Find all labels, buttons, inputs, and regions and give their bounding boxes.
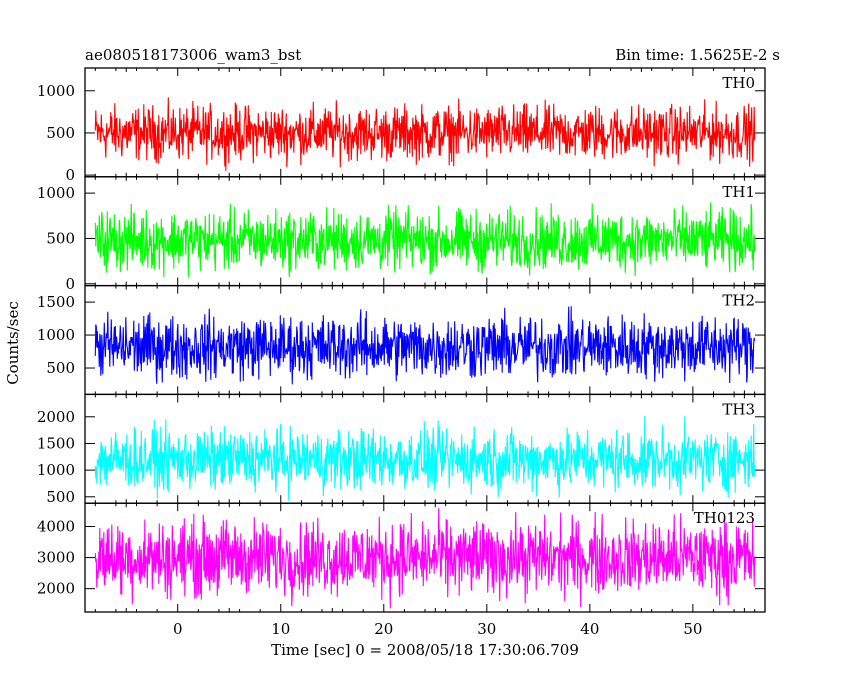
y-tick-label-th1: 1000	[37, 184, 75, 202]
y-tick-label-th3: 500	[46, 488, 75, 506]
x-tick-label: 30	[477, 620, 496, 638]
series-line-th1	[94, 202, 756, 278]
series-line-th0	[94, 97, 756, 171]
y-tick-label-th3: 1000	[37, 461, 75, 479]
y-tick-label-th1: 0	[65, 275, 75, 293]
series-line-th2	[94, 306, 756, 385]
panel-label-th0: TH0	[722, 74, 755, 92]
y-tick-label-th2: 500	[46, 359, 75, 377]
y-tick-label-th3: 2000	[37, 408, 75, 426]
y-tick-label-th0123: 4000	[37, 518, 75, 536]
bin-time-label: Bin time: 1.5625E-2 s	[615, 46, 780, 64]
y-axis-label: Counts/sec	[4, 301, 22, 385]
panel-label-th3: TH3	[722, 400, 755, 418]
y-tick-label-th2: 1000	[37, 326, 75, 344]
x-axis-label: Time [sec] 0 = 2008/05/18 17:30:06.709	[271, 641, 579, 659]
x-tick-label: 10	[271, 620, 290, 638]
y-tick-label-th0123: 2000	[37, 580, 75, 598]
x-tick-label: 0	[173, 620, 183, 638]
y-tick-label-th2: 1500	[37, 293, 75, 311]
y-tick-label-th0: 0	[65, 166, 75, 184]
series-line-th0123	[94, 508, 756, 609]
y-tick-label-th1: 500	[46, 229, 75, 247]
y-tick-label-th0123: 3000	[37, 549, 75, 567]
x-tick-label: 40	[580, 620, 599, 638]
x-tick-label: 50	[683, 620, 702, 638]
panel-label-th1: TH1	[722, 183, 755, 201]
panel-frame-th0123	[84, 502, 766, 613]
panel-label-th0123: TH0123	[694, 509, 755, 527]
panel-label-th2: TH2	[722, 292, 755, 310]
y-tick-label-th0: 500	[46, 124, 75, 142]
chart-title: ae080518173006_wam3_bst	[85, 46, 301, 64]
x-tick-label: 20	[374, 620, 393, 638]
series-line-th3	[94, 416, 756, 501]
y-tick-label-th0: 1000	[37, 82, 75, 100]
y-tick-label-th3: 1500	[37, 434, 75, 452]
